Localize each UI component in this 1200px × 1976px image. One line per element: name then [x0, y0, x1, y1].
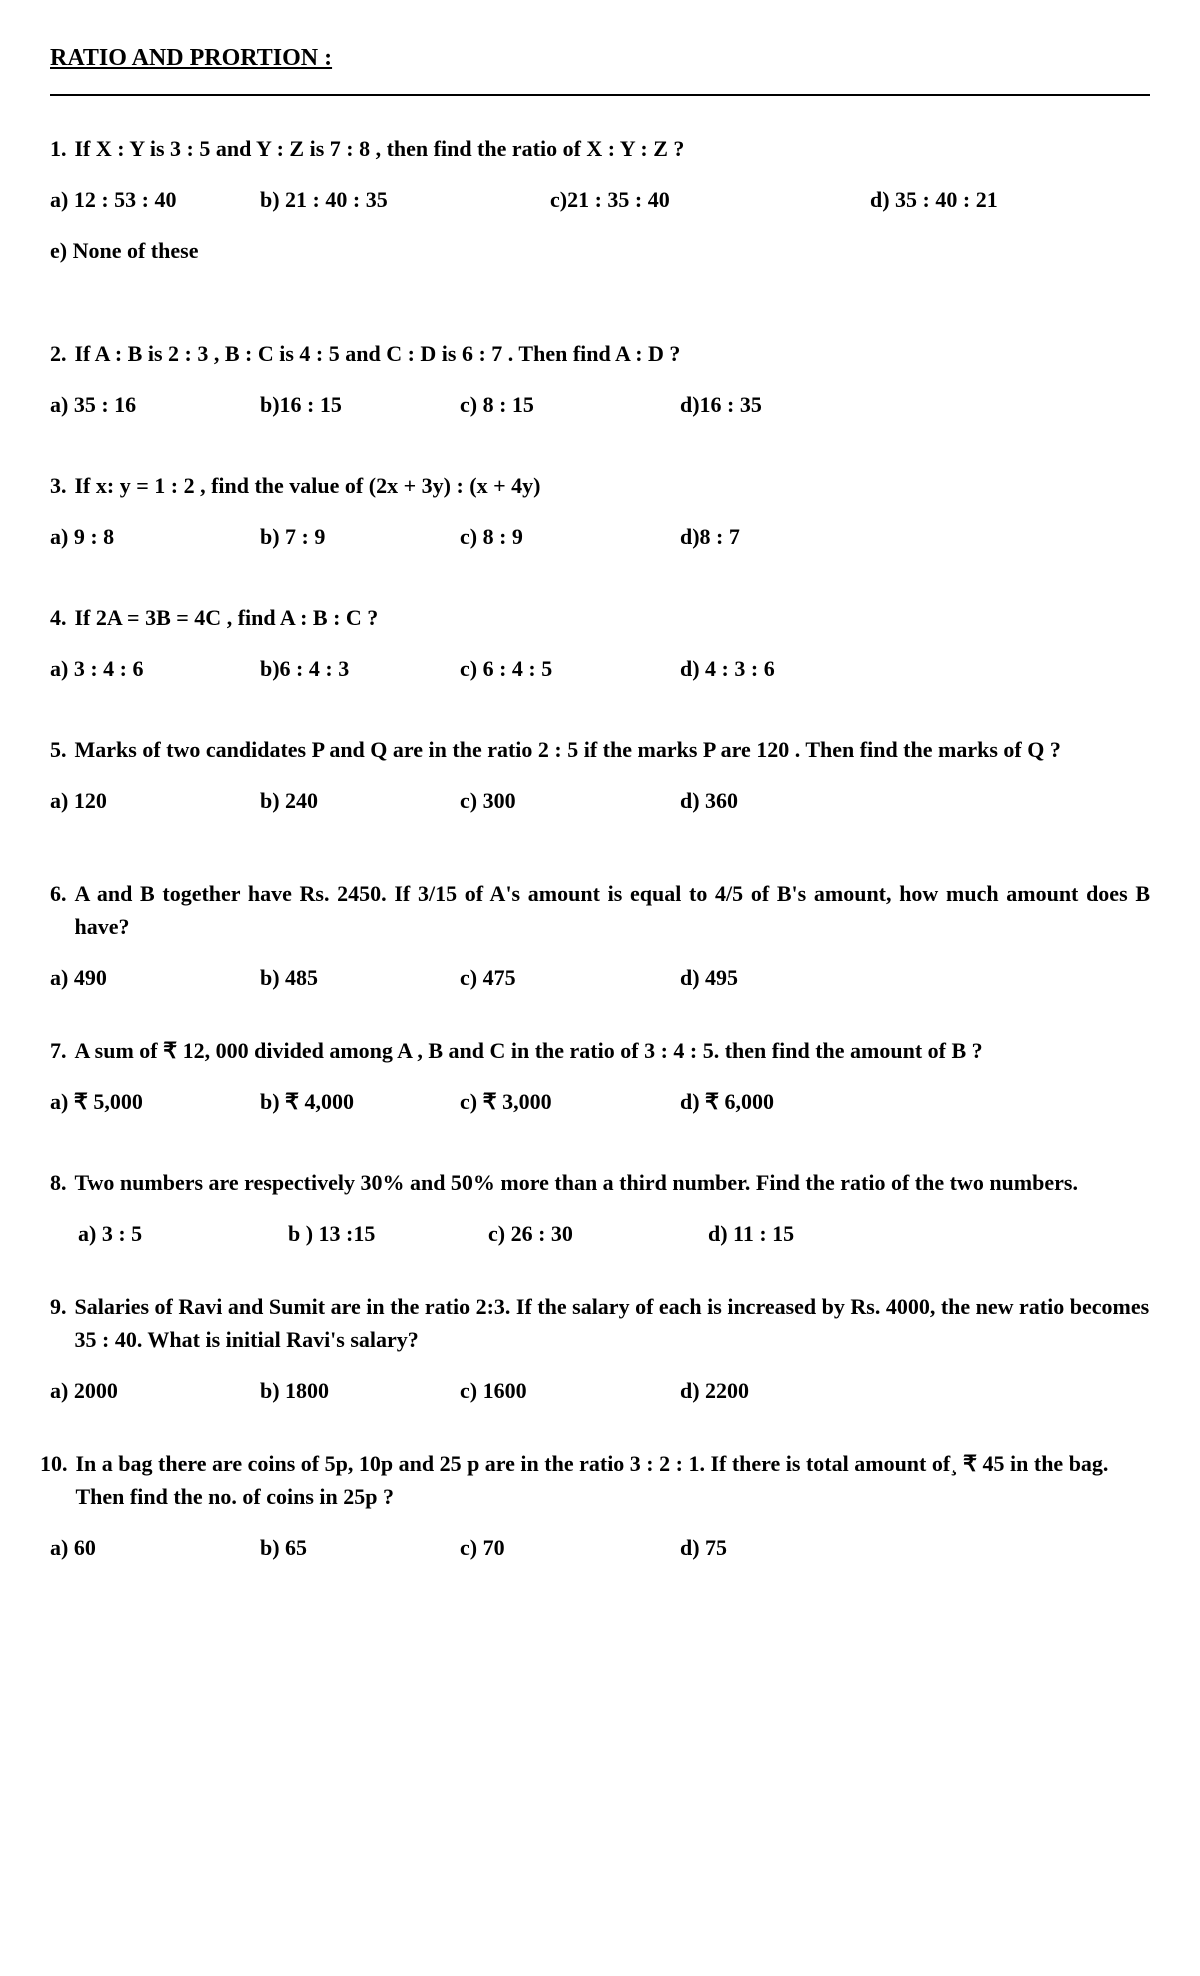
question-number: 4.	[50, 601, 67, 634]
question: 3.If x: y = 1 : 2 , find the value of (2…	[50, 469, 1150, 502]
question-text: A and B together have Rs. 2450. If 3/15 …	[75, 877, 1151, 943]
option-c: c) 6 : 4 : 5	[460, 652, 680, 685]
option-b: b) 485	[260, 961, 460, 994]
option-d: d) 4 : 3 : 6	[680, 652, 880, 685]
option-c: c) 8 : 15	[460, 388, 680, 421]
option-a: a) 120	[50, 784, 260, 817]
options-row: a) 2000b) 1800c) 1600d) 2200	[50, 1374, 1150, 1407]
option-c: c) ₹ 3,000	[460, 1085, 680, 1118]
option-d: d) 495	[680, 961, 880, 994]
options-row: a) 35 : 16b)16 : 15c) 8 : 15d)16 : 35	[50, 388, 1150, 421]
question: 10.In a bag there are coins of 5p, 10p a…	[50, 1447, 1150, 1513]
question-number: 8.	[50, 1166, 67, 1199]
option-d: d)8 : 7	[680, 520, 880, 553]
question-number: 10.	[40, 1447, 68, 1513]
question-text: If 2A = 3B = 4C , find A : B : C ?	[75, 601, 1151, 634]
questions-list: 1.If X : Y is 3 : 5 and Y : Z is 7 : 8 ,…	[50, 132, 1150, 1564]
options-row: a) 60b) 65c) 70d) 75	[50, 1531, 1150, 1564]
option-b: b) 21 : 40 : 35	[260, 183, 550, 216]
options-row: a) 9 : 8b) 7 : 9c) 8 : 9d)8 : 7	[50, 520, 1150, 553]
question: 1.If X : Y is 3 : 5 and Y : Z is 7 : 8 ,…	[50, 132, 1150, 165]
option-a: a) 3 : 5	[78, 1217, 288, 1250]
options-row: a) 3 : 5b ) 13 :15c) 26 : 30d) 11 : 15	[50, 1217, 1150, 1250]
question: 4.If 2A = 3B = 4C , find A : B : C ?	[50, 601, 1150, 634]
option-d: d)16 : 35	[680, 388, 880, 421]
question: 7.A sum of ₹ 12, 000 divided among A , B…	[50, 1034, 1150, 1067]
option-c: c) 70	[460, 1531, 680, 1564]
question-number: 6.	[50, 877, 67, 943]
question: 2.If A : B is 2 : 3 , B : C is 4 : 5 and…	[50, 337, 1150, 370]
question-number: 5.	[50, 733, 67, 766]
question-number: 1.	[50, 132, 67, 165]
question-text: A sum of ₹ 12, 000 divided among A , B a…	[75, 1034, 1151, 1067]
option-c: c) 300	[460, 784, 680, 817]
question-text: If x: y = 1 : 2 , find the value of (2x …	[75, 469, 1151, 502]
option-a: a) ₹ 5,000	[50, 1085, 260, 1118]
question-text: Salaries of Ravi and Sumit are in the ra…	[75, 1290, 1151, 1356]
option-c: c) 475	[460, 961, 680, 994]
question-number: 9.	[50, 1290, 67, 1356]
options-row: a) 490b) 485c) 475d) 495	[50, 961, 1150, 994]
divider	[50, 94, 1150, 96]
question-number: 2.	[50, 337, 67, 370]
option-b: b)16 : 15	[260, 388, 460, 421]
options-row: a) 3 : 4 : 6b)6 : 4 : 3c) 6 : 4 : 5d) 4 …	[50, 652, 1150, 685]
question-text: If X : Y is 3 : 5 and Y : Z is 7 : 8 , t…	[75, 132, 1151, 165]
page-title: RATIO AND PRORTION :	[50, 40, 1150, 76]
option-e: e) None of these	[50, 234, 1150, 267]
question: 8.Two numbers are respectively 30% and 5…	[50, 1166, 1150, 1199]
question: 5.Marks of two candidates P and Q are in…	[50, 733, 1150, 766]
options-row: a) 12 : 53 : 40b) 21 : 40 : 35c)21 : 35 …	[50, 183, 1150, 216]
option-a: a) 35 : 16	[50, 388, 260, 421]
option-d: d) 360	[680, 784, 880, 817]
option-c: c) 1600	[460, 1374, 680, 1407]
option-a: a) 3 : 4 : 6	[50, 652, 260, 685]
option-d: d) ₹ 6,000	[680, 1085, 880, 1118]
question-text: Two numbers are respectively 30% and 50%…	[75, 1166, 1151, 1199]
option-b: b)6 : 4 : 3	[260, 652, 460, 685]
option-b: b) 65	[260, 1531, 460, 1564]
option-c: c)21 : 35 : 40	[550, 183, 870, 216]
question-number: 3.	[50, 469, 67, 502]
question: 6.A and B together have Rs. 2450. If 3/1…	[50, 877, 1150, 943]
option-d: d) 75	[680, 1531, 880, 1564]
option-d: d) 2200	[680, 1374, 880, 1407]
option-c: c) 8 : 9	[460, 520, 680, 553]
option-b: b) 7 : 9	[260, 520, 460, 553]
question-text: If A : B is 2 : 3 , B : C is 4 : 5 and C…	[75, 337, 1151, 370]
option-b: b ) 13 :15	[288, 1217, 488, 1250]
option-d: d) 35 : 40 : 21	[870, 183, 1070, 216]
options-row: a) ₹ 5,000b) ₹ 4,000c) ₹ 3,000d) ₹ 6,000	[50, 1085, 1150, 1118]
option-a: a) 490	[50, 961, 260, 994]
option-c: c) 26 : 30	[488, 1217, 708, 1250]
option-a: a) 2000	[50, 1374, 260, 1407]
option-a: a) 12 : 53 : 40	[50, 183, 260, 216]
option-a: a) 60	[50, 1531, 260, 1564]
options-row: a) 120b) 240c) 300d) 360	[50, 784, 1150, 817]
option-a: a) 9 : 8	[50, 520, 260, 553]
option-b: b) 240	[260, 784, 460, 817]
option-d: d) 11 : 15	[708, 1217, 908, 1250]
option-b: b) ₹ 4,000	[260, 1085, 460, 1118]
question-text: In a bag there are coins of 5p, 10p and …	[76, 1447, 1151, 1513]
question: 9.Salaries of Ravi and Sumit are in the …	[50, 1290, 1150, 1356]
option-b: b) 1800	[260, 1374, 460, 1407]
question-text: Marks of two candidates P and Q are in t…	[75, 733, 1151, 766]
question-number: 7.	[50, 1034, 67, 1067]
